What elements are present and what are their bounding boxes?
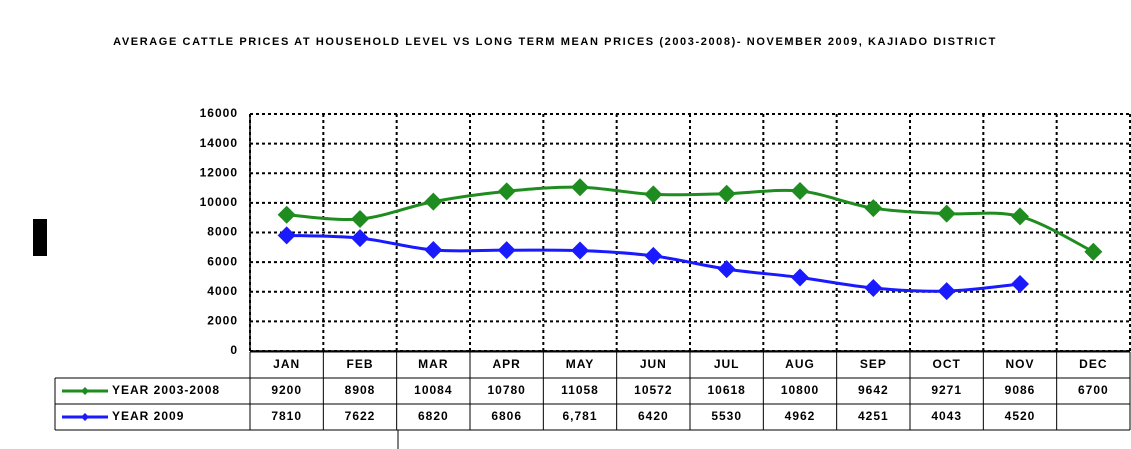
table-value: 5530 xyxy=(711,409,742,423)
table-value: 7810 xyxy=(271,409,302,423)
marker xyxy=(937,204,956,223)
marker xyxy=(791,182,809,201)
marker xyxy=(277,226,296,245)
table-value: 10084 xyxy=(414,383,452,397)
x-tick-label: JAN xyxy=(273,357,300,371)
legend-marker xyxy=(81,413,89,421)
marker xyxy=(571,178,589,197)
marker xyxy=(497,241,516,260)
table-value: 10800 xyxy=(781,383,819,397)
x-tick-label: FEB xyxy=(347,357,374,371)
marker xyxy=(937,282,956,301)
x-tick-label: OCT xyxy=(932,357,960,371)
y-tick-label: 14000 xyxy=(200,136,238,150)
y-tick-label: 10000 xyxy=(200,195,238,209)
table-value: 7622 xyxy=(345,409,376,423)
y-tick-label: 4000 xyxy=(207,284,238,298)
table-value: 6,781 xyxy=(562,409,597,423)
marker xyxy=(497,182,516,201)
marker xyxy=(644,246,663,265)
legend-label: YEAR 2009 xyxy=(112,409,184,423)
table-value: 6820 xyxy=(418,409,449,423)
y-tick-label: 8000 xyxy=(207,225,238,239)
table-value: 9642 xyxy=(858,383,889,397)
table-value: 6806 xyxy=(491,409,522,423)
marker xyxy=(424,192,443,211)
x-tick-label: SEP xyxy=(860,357,887,371)
x-tick-label: JUN xyxy=(640,357,667,371)
chart-title: AVERAGE CATTLE PRICES AT HOUSEHOLD LEVEL… xyxy=(113,36,997,48)
marker xyxy=(717,184,736,203)
x-tick-label: MAR xyxy=(418,357,448,371)
marker xyxy=(791,268,809,287)
table-value: 4043 xyxy=(931,409,962,423)
table-value: 11058 xyxy=(561,383,599,397)
table-value: 10572 xyxy=(634,383,672,397)
table-value: 4962 xyxy=(785,409,816,423)
marker xyxy=(864,279,883,298)
legend-marker xyxy=(81,387,89,395)
table-value: 10780 xyxy=(487,383,525,397)
marker xyxy=(571,241,589,260)
marker xyxy=(424,240,443,259)
marker xyxy=(644,185,663,204)
marker xyxy=(717,260,736,279)
table-value: 4251 xyxy=(858,409,889,423)
marker xyxy=(864,199,883,218)
y-tick-label: 2000 xyxy=(207,314,238,328)
x-tick-label: MAY xyxy=(566,357,595,371)
marker xyxy=(1011,275,1029,294)
x-tick-label: DEC xyxy=(1079,357,1107,371)
x-tick-label: NOV xyxy=(1005,357,1034,371)
table-value: 9200 xyxy=(271,383,302,397)
table-value: 6700 xyxy=(1078,383,1109,397)
table-value: 6420 xyxy=(638,409,669,423)
x-tick-label: JUL xyxy=(714,357,740,371)
decoration xyxy=(33,219,47,256)
y-tick-label: 6000 xyxy=(207,254,238,268)
table-value: 4520 xyxy=(1005,409,1036,423)
marker xyxy=(1084,242,1103,261)
table-value: 10618 xyxy=(707,383,745,397)
y-tick-label: 0 xyxy=(230,343,238,357)
y-tick-label: 12000 xyxy=(200,165,238,179)
x-tick-label: APR xyxy=(492,357,520,371)
marker xyxy=(351,229,369,248)
table-value: 9086 xyxy=(1005,383,1036,397)
marker xyxy=(277,205,296,224)
legend-label: YEAR 2003-2008 xyxy=(112,383,220,397)
y-tick-label: 16000 xyxy=(200,106,238,120)
marker xyxy=(351,210,369,229)
table-value: 9271 xyxy=(931,383,962,397)
marker xyxy=(1011,207,1029,226)
table-value: 8908 xyxy=(345,383,376,397)
x-tick-label: AUG xyxy=(785,357,815,371)
